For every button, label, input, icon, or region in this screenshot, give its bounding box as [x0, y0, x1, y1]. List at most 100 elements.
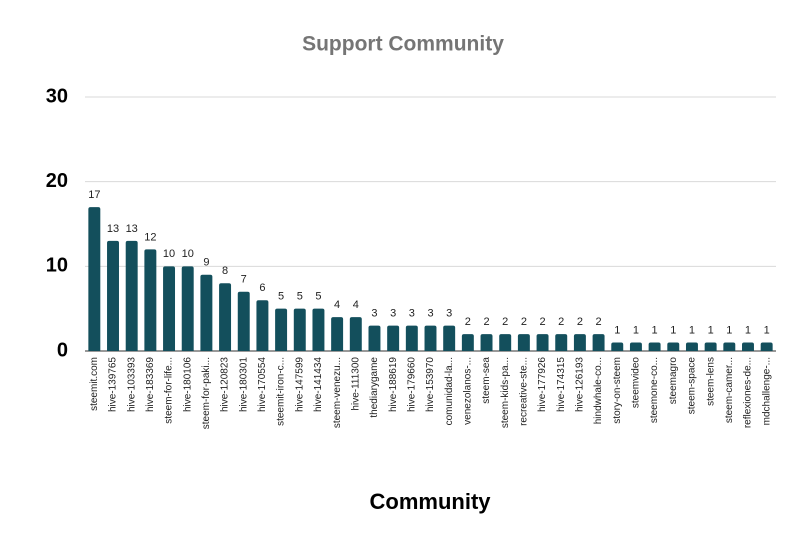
value-label: 3: [409, 308, 415, 320]
x-tick-label: hive-147599: [294, 357, 305, 412]
bar: [517, 334, 530, 351]
x-tick-label: hive-170554: [257, 357, 268, 412]
bar: [536, 334, 549, 351]
bar: [237, 291, 250, 351]
x-tick-label: steemit-iron-c...: [276, 357, 287, 426]
bar: [480, 334, 493, 351]
value-label: 2: [577, 316, 583, 328]
y-tick-label: 30: [46, 85, 68, 107]
value-label: 4: [334, 299, 340, 311]
value-label: 3: [390, 308, 396, 320]
value-label: 1: [745, 324, 751, 336]
x-tick-label: recreative-ste...: [519, 357, 530, 426]
bar: [368, 325, 381, 351]
value-label: 10: [182, 248, 194, 260]
value-label: 1: [708, 324, 714, 336]
bar: [293, 308, 306, 351]
value-label: 10: [163, 248, 175, 260]
bar: [704, 342, 717, 351]
x-tick-label: hive-103393: [126, 357, 137, 412]
value-label: 2: [465, 316, 471, 328]
bar: [219, 283, 232, 351]
value-label: 2: [521, 316, 527, 328]
bar: [592, 334, 605, 351]
value-label: 1: [764, 324, 770, 336]
value-label: 13: [126, 223, 138, 235]
bar: [685, 342, 698, 351]
x-tick-label: hive-179660: [406, 357, 417, 412]
x-tick-label: steemit.com: [89, 357, 100, 411]
bar: [387, 325, 400, 351]
bar: [181, 266, 194, 351]
bar: [200, 274, 213, 351]
bar: [405, 325, 418, 351]
bar: [573, 334, 586, 351]
x-tick-label: steemagro: [668, 357, 679, 405]
bar: [424, 325, 437, 351]
bar: [256, 300, 269, 351]
x-tick-label: steem-camer...: [724, 357, 735, 423]
value-label: 4: [353, 299, 359, 311]
bar: [331, 317, 344, 351]
bar: [349, 317, 362, 351]
x-axis-label: Community: [370, 489, 492, 514]
value-label: 6: [259, 282, 265, 294]
value-label: 1: [670, 324, 676, 336]
value-label: 2: [539, 316, 545, 328]
bar: [461, 334, 474, 351]
x-tick-label: steem-for-life...: [164, 357, 175, 424]
x-tick-label: steemvideo: [631, 357, 642, 409]
x-tick-label: hive-188619: [388, 357, 399, 412]
x-tick-label: hive-111300: [350, 357, 361, 411]
value-label: 5: [278, 291, 284, 303]
x-tick-label: hindwhale-co...: [593, 357, 604, 424]
x-tick-label: reflexiones-de...: [743, 357, 754, 428]
bar: [760, 342, 773, 351]
value-label: 5: [315, 291, 321, 303]
bar: [443, 325, 456, 351]
x-tick-label: comunidad-la...: [444, 357, 455, 425]
bar: [163, 266, 176, 351]
value-label: 1: [614, 324, 620, 336]
value-label: 2: [558, 316, 564, 328]
x-tick-label: steemone-co...: [649, 357, 660, 423]
x-tick-label: steem-space: [687, 357, 698, 415]
value-label: 1: [652, 324, 658, 336]
chart-title: Support Community: [302, 33, 504, 56]
x-tick-label: story-on-steem: [612, 357, 623, 424]
value-label: 2: [502, 316, 508, 328]
value-label: 3: [446, 308, 452, 320]
value-label: 1: [726, 324, 732, 336]
bar: [555, 334, 568, 351]
x-tick-label: steem-kids-pa...: [500, 357, 511, 428]
bar: [107, 240, 119, 351]
x-tick-label: hive-177926: [537, 357, 548, 412]
bar: [611, 342, 624, 351]
bar: [742, 342, 754, 351]
x-tick-label: hive-139765: [108, 357, 119, 412]
x-tick-label: hive-174315: [556, 357, 567, 412]
bar: [648, 342, 661, 351]
value-label: 5: [297, 291, 303, 303]
value-label: 8: [222, 265, 228, 277]
bar: [499, 334, 512, 351]
x-tick-label: steem-sea: [481, 357, 492, 404]
y-tick-label: 10: [46, 255, 68, 277]
x-tick-label: mdchallenge-...: [761, 357, 772, 425]
bar: [275, 308, 288, 351]
y-tick-label: 0: [57, 339, 68, 361]
x-tick-label: hive-180106: [182, 357, 193, 412]
value-label: 1: [633, 324, 639, 336]
x-tick-label: venezolanos-...: [462, 357, 473, 425]
value-label: 2: [596, 316, 602, 328]
value-label: 12: [144, 231, 156, 243]
value-label: 3: [427, 308, 433, 320]
bar: [667, 342, 680, 351]
bar: [723, 342, 736, 351]
value-label: 7: [241, 274, 247, 286]
x-tick-label: steem-for-paki...: [201, 357, 212, 429]
x-tick-label: hive-126193: [575, 357, 586, 412]
bar: [144, 249, 157, 351]
x-tick-label: hive-141434: [313, 357, 324, 412]
